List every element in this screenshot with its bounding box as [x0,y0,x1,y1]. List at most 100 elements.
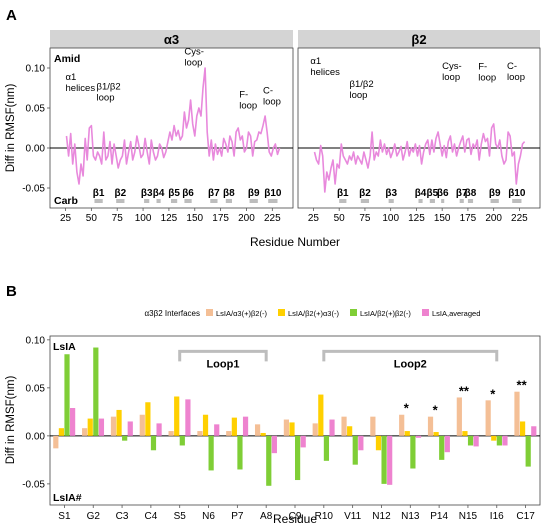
x-tick-label: 100 [135,213,152,224]
strand-bar [94,199,103,203]
bar [237,435,243,470]
strand-label: β10 [264,188,282,199]
x-tick-label: A8 [260,511,273,522]
strand-bar [225,199,232,203]
y-tick-label: 0.00 [26,144,46,155]
significance-mark: ** [517,378,528,393]
strand-bar [339,199,347,203]
x-tick-label: 200 [238,213,255,224]
bar [485,400,491,436]
bar [260,432,266,436]
strand-bar [441,199,445,203]
bar [197,431,203,436]
loop-annotation: β1/β2 loop [349,79,373,101]
strand-bar [459,199,464,203]
legend-swatch [422,309,429,316]
bar [531,426,537,436]
strand-label: β9 [489,188,501,199]
loop-annotation: Cys-loop [442,61,462,83]
bar [254,424,261,436]
x-tick-label: 225 [264,213,281,224]
bar [271,435,277,454]
bar [93,347,99,436]
bar [519,421,526,436]
significance-mark: * [490,386,496,401]
strand-label: β5 [427,188,439,199]
y-axis-label: Diff in RMSF(nm) [5,376,17,465]
loop-annotation: F-loop [239,90,257,112]
strand-bar [388,199,394,203]
x-tick-label: 175 [460,213,477,224]
strand-bar [116,199,125,203]
strand-bar [249,199,258,203]
loop-annotation: α1 helices [66,72,96,94]
loop-annotation: C-loop [507,61,525,83]
y-tick-label: 0.05 [26,104,46,115]
bar [427,416,434,436]
bar [58,428,65,436]
strand-bar [210,199,218,203]
facet-border [49,47,294,209]
bar [514,391,520,436]
bar [179,435,185,446]
bar [139,414,145,436]
strand-label: β8 [223,188,235,199]
bar [491,435,497,441]
x-tick-label: 225 [511,213,528,224]
bar [208,435,214,471]
strand-label: β7 [456,188,468,199]
loop-annotation: β1/β2 loop [97,82,121,104]
x-tick-label: 25 [308,213,320,224]
bar [496,435,502,446]
legend-label: LsIA/β2(+)α3(-) [288,309,339,318]
bar [473,435,479,447]
loop-label: Loop2 [394,358,427,370]
bar [323,435,330,461]
strand-label: β4 [415,188,427,199]
x-tick-label: S5 [174,511,187,522]
strand-label: β3 [385,188,397,199]
lsia-label: LsIA [53,341,76,353]
bar [156,423,162,436]
strand-label: β7 [208,188,220,199]
bar [525,435,531,467]
strand-bar [156,199,161,203]
strand-bar [268,199,278,203]
bar [150,435,157,451]
strand-label: β9 [248,188,260,199]
x-tick-label: G2 [87,511,101,522]
bar [283,419,289,436]
bar [410,435,416,469]
significance-mark: * [404,401,410,416]
bar [456,397,462,436]
strand-label: β2 [114,188,126,199]
bar [381,435,387,484]
legend-title: α3β2 Interfaces [145,309,200,318]
x-axis-label: Residue Number [250,235,340,249]
x-tick-label: C9 [289,511,302,522]
bar [433,432,439,436]
bar [312,423,318,436]
x-tick-label: N12 [372,511,391,522]
y-tick-label: 0.10 [26,64,46,75]
panel-letter-a: A [6,7,17,24]
x-tick-label: 100 [382,213,399,224]
y-axis-label: Diff in RMSF(nm) [5,84,17,173]
strand-bar [360,199,370,203]
y-tick-label: 0.10 [26,335,46,346]
x-tick-label: 75 [112,213,124,224]
strand-bar [512,199,522,203]
bar [122,435,128,441]
x-tick-label: 125 [161,213,178,224]
bar [185,399,191,436]
strand-bar [467,199,474,203]
x-tick-label: 25 [60,213,72,224]
legend-label: LsIA,averaged [432,309,480,318]
bar [341,416,347,436]
y-tick-label: 0.00 [26,431,46,442]
x-tick-label: C4 [144,511,157,522]
bar [168,431,174,436]
x-tick-label: 50 [86,213,98,224]
lsia-hash-label: LsIA# [53,492,82,504]
